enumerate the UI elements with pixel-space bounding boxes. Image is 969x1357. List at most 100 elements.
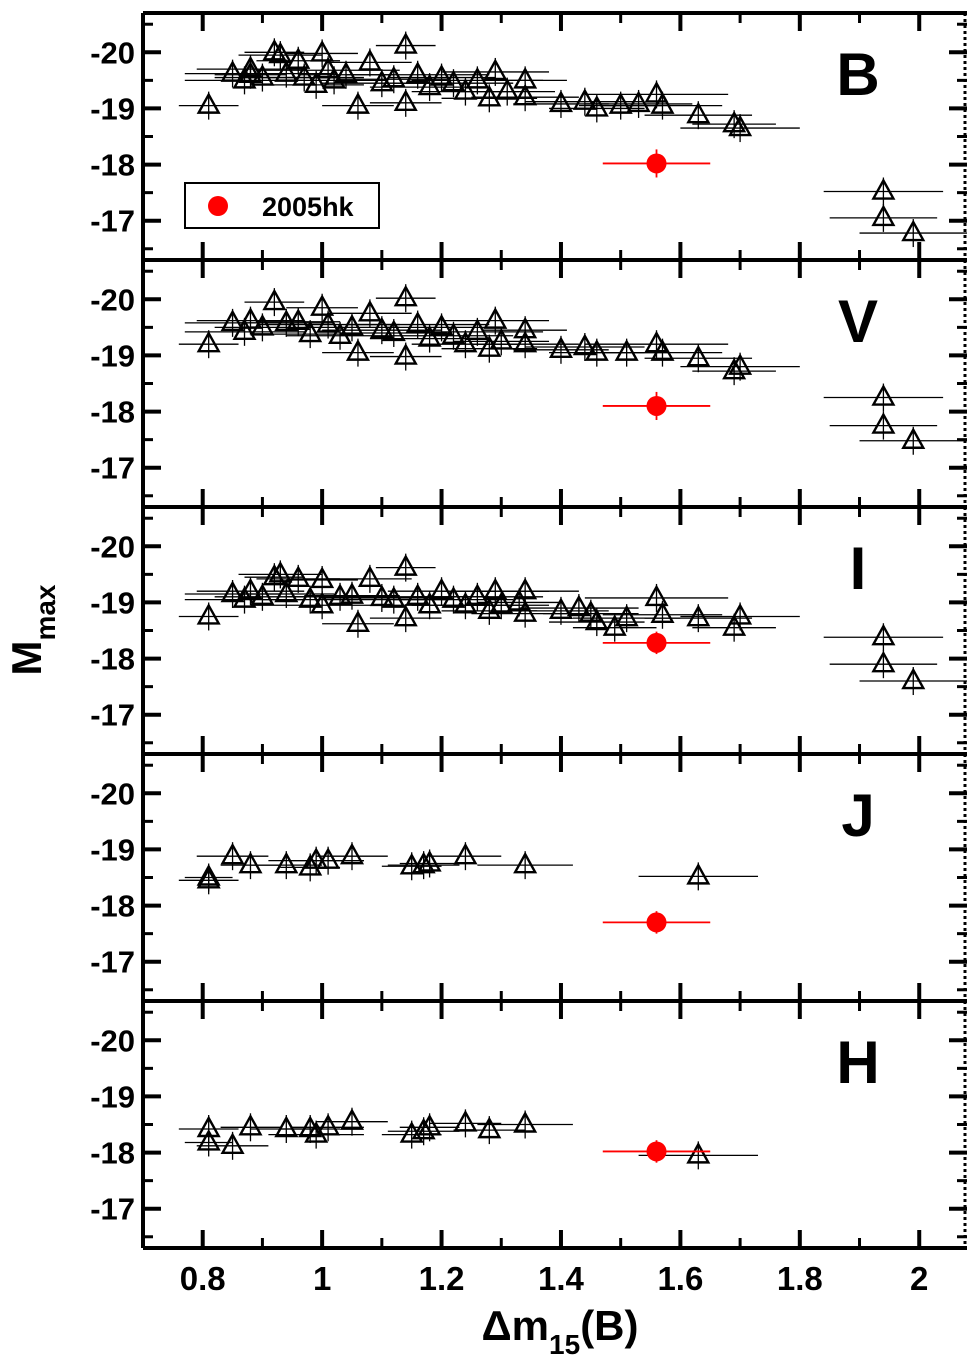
data-point-triangle bbox=[614, 339, 639, 361]
sn2005hk-point bbox=[646, 1141, 667, 1162]
data-point-triangle bbox=[310, 39, 335, 62]
data-point-triangle bbox=[513, 577, 538, 600]
data-point-triangle bbox=[513, 330, 538, 353]
data-point-triangle bbox=[393, 554, 418, 576]
y-tick-label: -19 bbox=[90, 91, 135, 126]
data-point-triangle bbox=[262, 288, 287, 311]
sn2005hk-point bbox=[646, 912, 667, 933]
y-tick-label: -19 bbox=[90, 585, 135, 620]
data-point-triangle bbox=[871, 384, 896, 406]
x-axis-label-main: Δm bbox=[481, 1302, 549, 1349]
data-point-triangle bbox=[566, 594, 591, 617]
data-point-triangle bbox=[411, 1117, 436, 1140]
data-point-triangle bbox=[250, 583, 275, 606]
data-point-triangle bbox=[477, 335, 502, 357]
x-tick-label: 0.8 bbox=[180, 1260, 226, 1297]
data-point-triangle bbox=[316, 847, 341, 869]
data-point-triangle bbox=[238, 577, 263, 600]
data-point-triangle bbox=[548, 597, 574, 620]
x-axis-label-sub: 15 bbox=[549, 1329, 580, 1357]
data-point-triangle bbox=[310, 294, 335, 316]
data-point-triangle bbox=[405, 583, 430, 606]
y-tick-label: -18 bbox=[90, 395, 135, 430]
x-tick-label: 1.4 bbox=[538, 1260, 585, 1297]
data-point-triangle bbox=[298, 586, 323, 608]
data-point-triangle bbox=[722, 357, 747, 380]
y-axis-label-sub: max bbox=[30, 584, 61, 640]
data-point-triangle bbox=[238, 851, 263, 874]
y-tick-label: -20 bbox=[90, 35, 135, 70]
data-point-triangle bbox=[871, 623, 896, 646]
y-tick-label: -18 bbox=[90, 889, 135, 924]
data-point-triangle bbox=[196, 864, 221, 886]
data-point-triangle bbox=[304, 71, 329, 94]
y-axis-label: Mmax bbox=[3, 584, 61, 675]
data-point-triangle bbox=[304, 847, 329, 869]
data-point-triangle bbox=[357, 48, 382, 71]
data-point-triangle bbox=[274, 1115, 299, 1138]
legend-label: 2005hk bbox=[262, 192, 355, 222]
data-point-triangle bbox=[722, 614, 747, 636]
data-point-triangle bbox=[686, 862, 711, 885]
data-point-triangle bbox=[268, 41, 293, 64]
data-point-triangle bbox=[345, 339, 370, 361]
data-point-triangle bbox=[686, 101, 711, 124]
data-point-triangle bbox=[339, 582, 365, 604]
panel-b: -20 -19 -18 -17 B bbox=[90, 11, 967, 262]
y-tick-label: -20 bbox=[90, 529, 135, 564]
data-point-triangle bbox=[196, 92, 221, 114]
data-point-triangle bbox=[232, 66, 257, 89]
data-point-triangle bbox=[238, 1113, 263, 1136]
data-point-triangle bbox=[507, 588, 532, 611]
data-point-triangle bbox=[196, 330, 221, 353]
y-tick-label: -18 bbox=[90, 148, 135, 183]
data-point-triangle bbox=[489, 591, 514, 614]
data-point-triangle bbox=[357, 299, 382, 322]
x-tick-label: 1 bbox=[313, 1260, 331, 1297]
data-point-triangle bbox=[465, 66, 490, 89]
x-axis-label-suffix: (B) bbox=[580, 1302, 638, 1349]
y-tick-label: -19 bbox=[90, 832, 135, 867]
data-point-triangle bbox=[901, 667, 926, 690]
data-point-triangle bbox=[441, 322, 466, 344]
data-point-triangle bbox=[686, 344, 711, 367]
data-point-triangle bbox=[644, 80, 669, 103]
data-point-triangle bbox=[650, 601, 675, 623]
x-tick-label: 1.2 bbox=[419, 1260, 465, 1297]
data-point-triangle bbox=[871, 178, 896, 200]
legend: 2005hk bbox=[184, 182, 380, 229]
panel-j: -20 -19 -18 -17 J bbox=[90, 752, 967, 1003]
data-point-triangle bbox=[483, 577, 508, 600]
data-point-triangle bbox=[381, 586, 406, 608]
data-point-triangle bbox=[584, 94, 609, 117]
y-tick-label: -20 bbox=[90, 776, 135, 811]
data-point-triangle bbox=[871, 650, 896, 673]
data-point-triangle bbox=[513, 1111, 538, 1133]
data-point-triangle bbox=[286, 308, 311, 330]
data-point-triangle bbox=[369, 316, 394, 339]
data-point-triangle bbox=[429, 313, 454, 336]
data-point-triangle bbox=[316, 1113, 341, 1136]
data-point-triangle bbox=[417, 849, 442, 872]
data-point-triangle bbox=[286, 565, 311, 588]
data-point-triangle bbox=[286, 47, 311, 69]
panel-v: -20 -19 -18 -17 V bbox=[90, 258, 967, 509]
data-point-triangle bbox=[548, 336, 574, 359]
panel-h: -20 -19 -18 -17 H 0.8 1 1.2 1.4 1.6 1.8 2 bbox=[90, 999, 967, 1297]
data-point-triangle bbox=[298, 853, 323, 876]
x-tick-label: 1.6 bbox=[657, 1260, 703, 1297]
data-point-triangle bbox=[584, 339, 609, 361]
band-label: V bbox=[838, 288, 878, 355]
y-tick-label: -20 bbox=[90, 1023, 135, 1058]
data-point-triangle bbox=[871, 412, 896, 434]
y-tick-label: -17 bbox=[90, 945, 135, 980]
data-point-triangle bbox=[262, 563, 287, 586]
data-point-triangle bbox=[614, 604, 639, 627]
data-point-triangle bbox=[650, 92, 675, 114]
data-point-triangle bbox=[686, 1141, 711, 1164]
data-point-triangle bbox=[310, 566, 335, 589]
data-point-triangle bbox=[572, 333, 597, 356]
y-axis-label-main: M bbox=[3, 641, 50, 676]
data-point-triangle bbox=[417, 325, 442, 347]
data-point-triangle bbox=[381, 319, 406, 342]
